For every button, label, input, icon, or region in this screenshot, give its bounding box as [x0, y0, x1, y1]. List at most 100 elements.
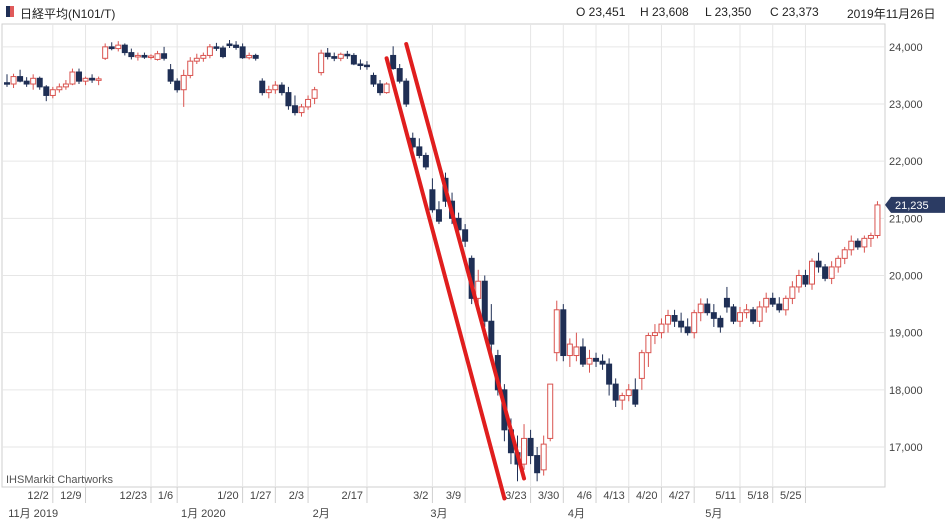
x-period-label: 11月 2019 — [8, 508, 58, 520]
candle-body — [167, 69, 174, 82]
high-value: H 23,608 — [640, 5, 689, 19]
candle-body — [43, 86, 50, 96]
x-tick-label: 12/23 — [119, 490, 147, 502]
candle-body — [17, 76, 24, 82]
candle-body — [285, 92, 292, 107]
candle-body — [697, 303, 704, 314]
candle-body — [867, 234, 874, 239]
candle-body — [390, 54, 397, 70]
candle-body — [612, 383, 619, 401]
candle-body — [357, 63, 364, 67]
candle-body — [141, 54, 148, 58]
x-tick-label: 1/6 — [158, 490, 173, 502]
candle-body — [75, 71, 82, 82]
candle-body — [174, 80, 181, 91]
candle-body — [560, 309, 567, 357]
x-period-label: 5月 — [705, 508, 722, 520]
candle-body — [291, 105, 298, 114]
candle-body — [305, 98, 312, 108]
candle-body — [108, 46, 115, 50]
candle-body — [632, 389, 639, 405]
candle-body — [625, 389, 632, 397]
candle-body — [337, 53, 344, 59]
candle-body — [750, 309, 757, 322]
candle-body — [606, 363, 613, 385]
x-tick-label: 4/6 — [577, 490, 592, 502]
low-value: L 23,350 — [705, 5, 752, 19]
candle-body — [318, 52, 325, 74]
x-tick-label: 3/2 — [413, 490, 428, 502]
candle-body — [809, 260, 816, 285]
candle-body — [219, 47, 226, 58]
candle-body — [213, 46, 220, 49]
candle-body — [579, 346, 586, 365]
x-tick-label: 4/13 — [603, 490, 624, 502]
candle-body — [82, 77, 89, 82]
candle-body — [756, 306, 763, 322]
candle-body — [344, 53, 351, 57]
chart-header: 日経平均(N101/T) O 23,451 H 23,608 L 23,350 … — [0, 0, 951, 24]
candle-body — [324, 52, 331, 58]
candle-body — [854, 240, 861, 248]
candle-body — [154, 53, 161, 60]
hover-date: 2019年11月26日 — [847, 7, 936, 21]
candle-body — [488, 320, 495, 345]
candle-body — [265, 89, 272, 94]
candle-body — [710, 312, 717, 319]
trend-line — [404, 42, 527, 481]
x-tick-label: 12/2 — [27, 490, 48, 502]
candle-body — [665, 315, 672, 325]
candle-body — [717, 317, 724, 328]
candle-body — [121, 44, 128, 54]
candle-body — [272, 84, 279, 91]
candle-body — [36, 77, 43, 88]
candle-body — [62, 83, 69, 88]
candle-body — [782, 297, 789, 311]
candle-body — [534, 455, 541, 474]
candle-body — [128, 52, 135, 58]
candle-body — [147, 55, 154, 59]
candle-body — [226, 43, 233, 47]
candle-body — [651, 332, 658, 337]
x-tick-label: 12/9 — [60, 490, 81, 502]
candle-body — [822, 266, 829, 279]
x-tick-label: 3/23 — [505, 490, 526, 502]
x-tick-label: 1/20 — [217, 490, 238, 502]
x-period-label: 2月 — [313, 508, 330, 520]
last-price-tag — [885, 196, 945, 213]
trend-line — [384, 56, 507, 501]
plot-area — [1, 23, 886, 488]
candle-body — [678, 320, 685, 328]
candle-body — [527, 437, 534, 457]
y-tick-label: 18,000 — [889, 385, 923, 397]
candle-body — [769, 297, 776, 305]
candle-body — [795, 275, 802, 288]
x-tick-label: 2/17 — [342, 490, 363, 502]
x-tick-label: 4/20 — [636, 490, 657, 502]
candle-body — [704, 303, 711, 314]
series-color-swatch — [6, 6, 10, 17]
candle-body — [691, 312, 698, 334]
x-tick-label: 3/30 — [538, 490, 559, 502]
candle-body — [763, 297, 770, 308]
candle-body — [475, 280, 482, 299]
candle-body — [835, 257, 842, 268]
candle-body — [56, 86, 63, 91]
y-tick-label: 23,000 — [889, 99, 923, 111]
candle-body — [95, 78, 102, 81]
candle-body — [671, 315, 678, 322]
candle-body — [115, 44, 122, 50]
candle-body — [187, 60, 194, 76]
candle-body — [553, 309, 560, 354]
candle-body — [802, 275, 809, 285]
candle-body — [89, 77, 96, 81]
candle-body — [481, 280, 488, 322]
candle-body — [377, 83, 384, 94]
series-color-swatch-up — [10, 6, 14, 17]
close-value: C 23,373 — [770, 5, 819, 19]
candle-body — [789, 286, 796, 299]
candle-body — [252, 54, 259, 59]
y-tick-label: 21,000 — [889, 213, 923, 225]
watermark: IHSMarkit Chartworks — [6, 474, 113, 486]
